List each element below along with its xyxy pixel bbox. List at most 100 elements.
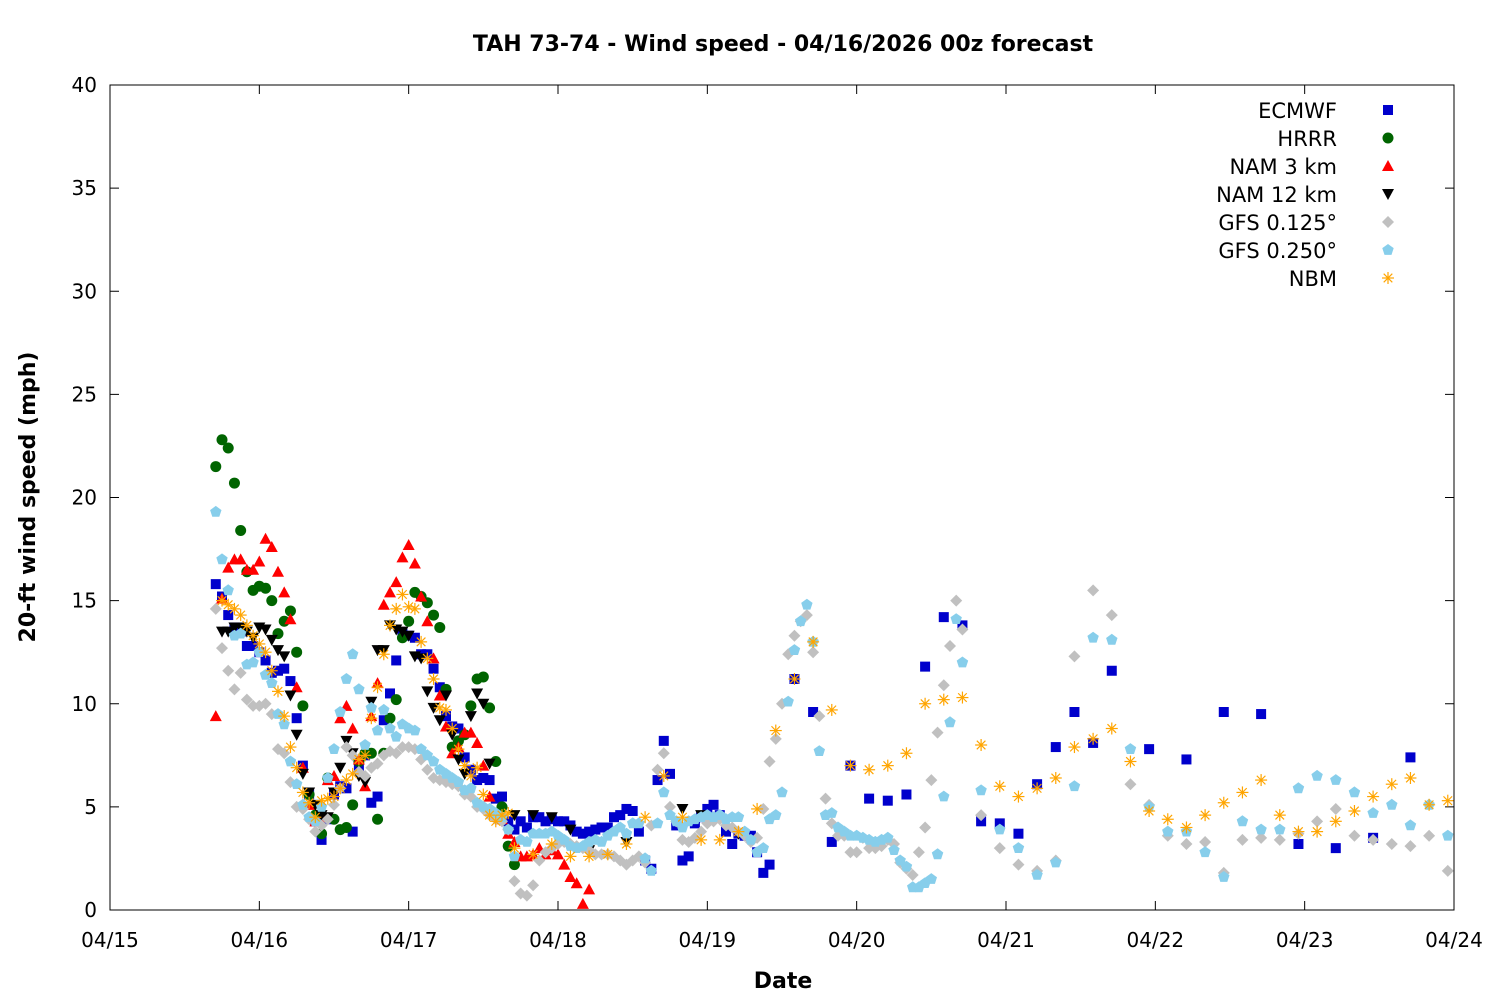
data-point bbox=[409, 724, 421, 736]
data-point bbox=[708, 799, 719, 810]
x-tick-label: 04/15 bbox=[81, 928, 139, 952]
legend-marker bbox=[1382, 189, 1394, 200]
data-point bbox=[378, 715, 389, 726]
data-point bbox=[278, 586, 291, 598]
data-point bbox=[253, 637, 266, 650]
data-point bbox=[1236, 833, 1249, 846]
data-point bbox=[596, 822, 607, 833]
data-point bbox=[372, 813, 384, 825]
data-point bbox=[1255, 823, 1267, 835]
y-tick-label: 40 bbox=[72, 73, 97, 97]
data-point bbox=[639, 811, 652, 824]
data-point bbox=[433, 689, 446, 701]
data-point bbox=[210, 505, 222, 517]
data-point bbox=[273, 665, 283, 676]
data-point bbox=[378, 703, 390, 715]
data-point bbox=[695, 833, 708, 846]
data-point bbox=[497, 791, 507, 802]
data-point bbox=[1311, 825, 1324, 838]
plot-border bbox=[109, 84, 1455, 911]
data-point bbox=[496, 809, 508, 822]
data-point bbox=[1236, 815, 1249, 827]
data-point bbox=[1050, 742, 1061, 753]
data-point bbox=[1013, 828, 1024, 839]
data-point bbox=[347, 648, 359, 660]
chart-title: TAH 73-74 - Wind speed - 04/16/2026 00z … bbox=[473, 32, 1094, 57]
data-point bbox=[665, 768, 675, 779]
data-point bbox=[465, 700, 477, 712]
data-point bbox=[503, 816, 514, 827]
data-point bbox=[235, 525, 247, 536]
data-point bbox=[247, 563, 260, 575]
data-point bbox=[589, 848, 602, 861]
data-point bbox=[328, 790, 340, 803]
data-point bbox=[421, 652, 434, 665]
data-point bbox=[377, 648, 390, 661]
data-point bbox=[819, 792, 832, 805]
data-point bbox=[1105, 722, 1118, 735]
data-point bbox=[1105, 609, 1118, 622]
legend-label: ECMWF bbox=[1258, 99, 1337, 123]
data-point bbox=[459, 752, 470, 763]
data-point bbox=[278, 718, 290, 730]
data-point bbox=[216, 642, 228, 655]
x-tick-label: 04/17 bbox=[380, 928, 438, 952]
legend-entry: NBM bbox=[1289, 267, 1394, 291]
data-point bbox=[813, 745, 825, 756]
data-point bbox=[769, 724, 782, 737]
data-point bbox=[285, 676, 296, 687]
data-point bbox=[402, 600, 415, 613]
data-point bbox=[1442, 829, 1454, 841]
y-tick-label: 15 bbox=[72, 589, 97, 613]
data-point bbox=[502, 823, 514, 835]
data-point bbox=[346, 749, 359, 762]
data-point bbox=[658, 735, 669, 746]
data-point bbox=[402, 538, 415, 550]
data-point bbox=[1050, 856, 1062, 868]
data-point bbox=[315, 794, 328, 807]
legend-label: GFS 0.250° bbox=[1218, 239, 1337, 263]
data-point bbox=[365, 712, 378, 725]
data-point bbox=[776, 786, 788, 798]
data-point bbox=[415, 743, 427, 754]
data-point bbox=[1256, 709, 1267, 720]
data-point bbox=[415, 635, 428, 648]
data-point bbox=[657, 747, 670, 760]
data-points bbox=[209, 434, 1454, 909]
data-point bbox=[464, 726, 477, 738]
data-point bbox=[1292, 782, 1305, 794]
data-point bbox=[1330, 843, 1341, 854]
data-point bbox=[278, 651, 291, 663]
data-point bbox=[427, 702, 440, 714]
data-point bbox=[385, 688, 395, 699]
data-point bbox=[472, 775, 483, 786]
data-point bbox=[1106, 665, 1117, 676]
data-point bbox=[770, 809, 782, 820]
data-point bbox=[938, 612, 949, 623]
data-point bbox=[309, 825, 322, 838]
data-point bbox=[1124, 743, 1137, 754]
data-point bbox=[864, 793, 875, 804]
data-point bbox=[434, 621, 446, 633]
data-point bbox=[1348, 786, 1361, 798]
data-point bbox=[396, 551, 409, 563]
data-point bbox=[372, 791, 383, 802]
data-point bbox=[1161, 813, 1174, 826]
legend-marker bbox=[1382, 132, 1394, 144]
legend-marker bbox=[1382, 216, 1394, 228]
data-point bbox=[209, 602, 222, 615]
data-point bbox=[576, 897, 589, 909]
data-point bbox=[919, 697, 932, 710]
data-point bbox=[1404, 840, 1417, 853]
data-point bbox=[571, 826, 582, 837]
data-point bbox=[334, 762, 347, 774]
legend-label: HRRR bbox=[1277, 127, 1337, 151]
data-point bbox=[377, 598, 390, 610]
data-point bbox=[484, 702, 496, 714]
legend-entry: ECMWF bbox=[1258, 99, 1393, 123]
data-point bbox=[421, 686, 434, 698]
data-point bbox=[365, 701, 377, 713]
data-point bbox=[433, 715, 446, 727]
data-point bbox=[1367, 833, 1380, 846]
data-point bbox=[322, 772, 334, 783]
